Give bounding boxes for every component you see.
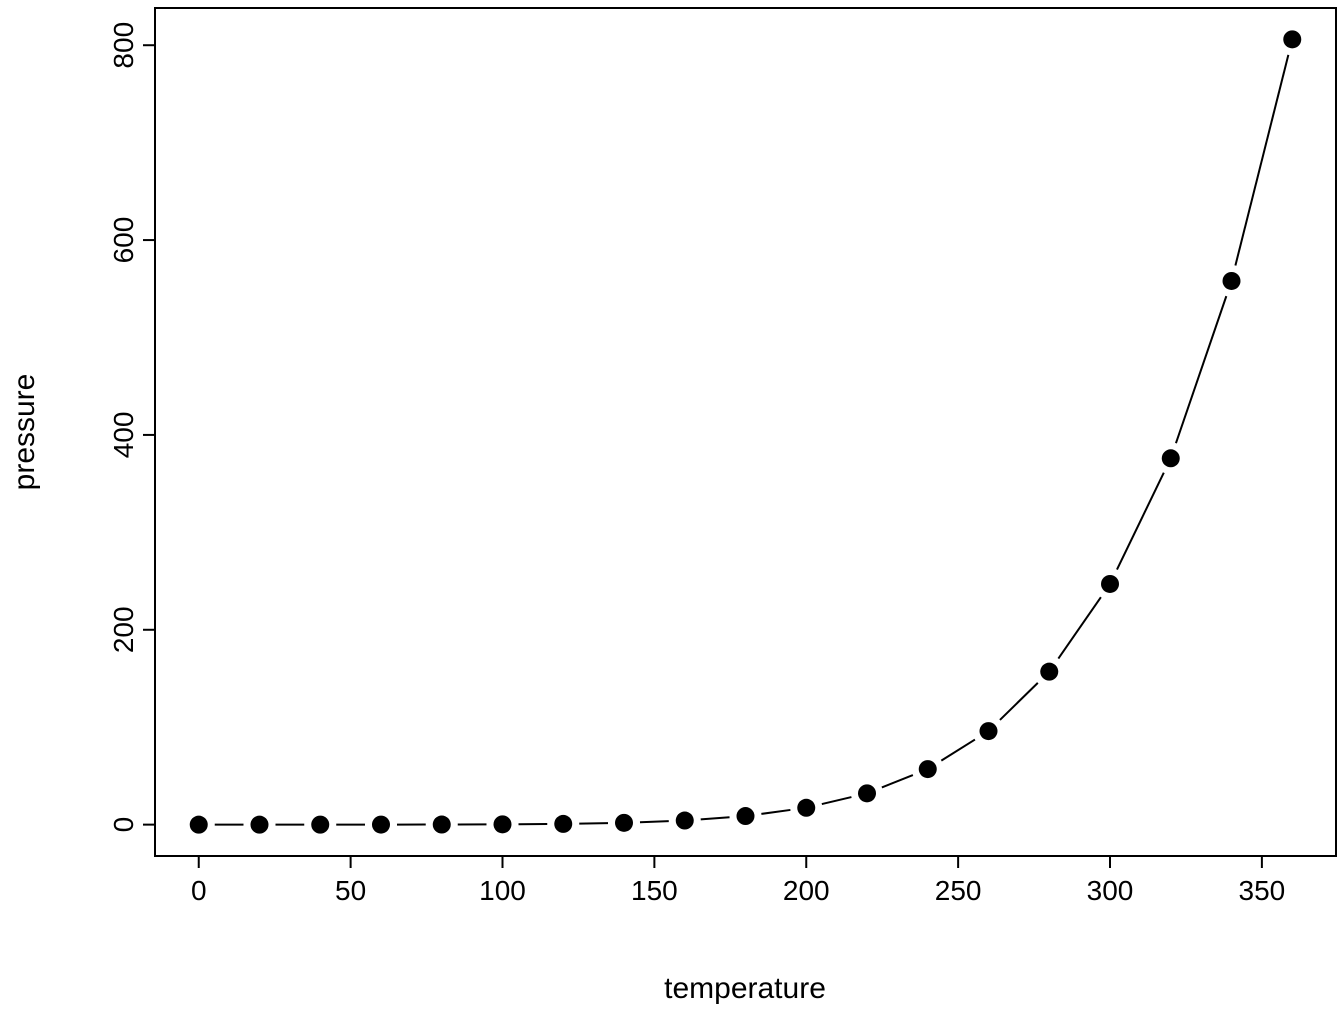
- data-point: [1101, 575, 1119, 593]
- series-segment: [1176, 296, 1226, 443]
- chart-layer: 0 50 100 150 200 250 300 350 0 200 400 600 800: [108, 8, 1336, 906]
- x-tick-label: 250: [935, 875, 982, 906]
- data-point: [676, 812, 694, 830]
- y-tick-label: 200: [108, 606, 139, 653]
- data-point: [980, 722, 998, 740]
- x-tick-label: 150: [631, 875, 678, 906]
- series-segment: [941, 740, 975, 761]
- data-point: [615, 814, 633, 832]
- x-tick-label: 50: [335, 875, 366, 906]
- data-point: [797, 799, 815, 817]
- x-tick-label: 300: [1087, 875, 1134, 906]
- series-segment: [579, 823, 608, 824]
- plot-box: [155, 8, 1336, 856]
- y-tick-label: 400: [108, 412, 139, 459]
- series-segment: [761, 810, 790, 814]
- series-segment: [701, 817, 730, 819]
- data-point: [1040, 663, 1058, 681]
- data-point: [311, 816, 329, 834]
- data-point: [1283, 30, 1301, 48]
- data-point: [858, 784, 876, 802]
- data-point: [554, 815, 572, 833]
- x-tick-label: 200: [783, 875, 830, 906]
- series-segment: [882, 775, 913, 787]
- series-segment: [1058, 597, 1101, 658]
- x-tick-label: 350: [1239, 875, 1286, 906]
- data-point: [1162, 449, 1180, 467]
- series-segment: [1235, 55, 1288, 266]
- series-segment: [1117, 473, 1164, 570]
- y-tick-label: 0: [108, 817, 139, 833]
- series-segment: [640, 821, 669, 822]
- x-tick-label: 100: [479, 875, 526, 906]
- y-axis-label: pressure: [8, 374, 41, 491]
- data-point: [190, 816, 208, 834]
- data-point: [433, 816, 451, 834]
- data-point: [372, 816, 390, 834]
- data-point: [737, 807, 755, 825]
- series-segment: [822, 797, 852, 804]
- data-point: [919, 760, 937, 778]
- series-segment: [1000, 683, 1038, 720]
- data-point: [493, 815, 511, 833]
- y-tick-label: 600: [108, 217, 139, 264]
- x-axis-label: temperature: [664, 972, 826, 1005]
- data-point: [250, 816, 268, 834]
- x-tick-label: 0: [191, 875, 207, 906]
- y-tick-label: 800: [108, 22, 139, 69]
- data-point: [1223, 272, 1241, 290]
